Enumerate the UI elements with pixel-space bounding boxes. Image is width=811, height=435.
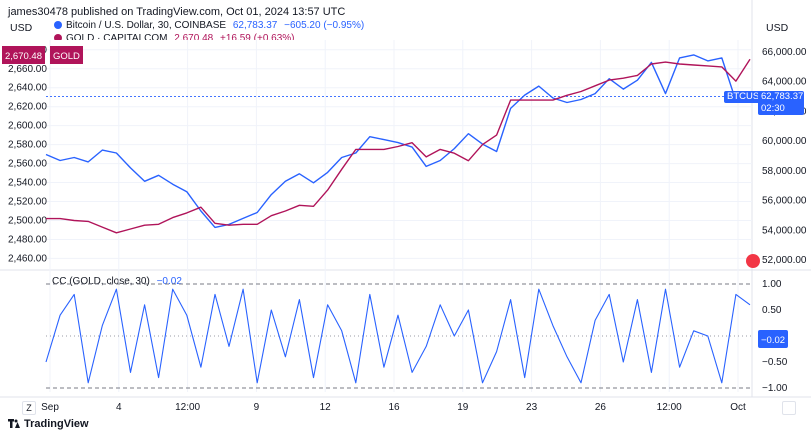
left-tick-label: 2,480.00	[8, 234, 47, 245]
tradingview-brand-text: TradingView	[24, 418, 89, 430]
time-tick-label: 12	[320, 402, 332, 413]
right-tick-label: 56,000.00	[762, 196, 807, 207]
indicator-axis-ticks: 1.00 0.50 −0.50 −1.00	[762, 279, 788, 394]
publish-header: james30478 published on TradingView.com,…	[8, 6, 346, 18]
btc-legend-price: 62,783.37	[232, 20, 278, 31]
right-tick-label: 64,000.00	[762, 77, 807, 88]
flag-icon[interactable]	[746, 254, 760, 268]
btc-tag-value: 62,783.37	[761, 91, 804, 102]
gold-legend-label: GOLD · CAPITALCOM	[66, 33, 168, 44]
left-tick-label: 2,640.00	[8, 83, 47, 94]
left-tick-label: 2,520.00	[8, 197, 47, 208]
legend-gold[interactable]: GOLD · CAPITALCOM 2,670.48 +16.59 (+0.63…	[54, 33, 295, 44]
indicator-levels	[46, 283, 752, 389]
indicator-tick-label: −0.50	[762, 357, 788, 368]
gold-legend-change: +16.59 (+0.63%)	[220, 33, 295, 44]
time-tick-label: 19	[457, 402, 469, 413]
gold-series-line	[46, 58, 751, 234]
btc-legend-dot	[54, 21, 62, 29]
right-axis-ticks: 66,000.0064,000.0062,000.0060,000.0058,0…	[762, 47, 807, 266]
left-tick-label: 2,540.00	[8, 178, 47, 189]
settings-icon[interactable]	[782, 401, 796, 415]
btc-tag-time: 02:30	[761, 103, 785, 114]
tradingview-logo-icon	[8, 419, 20, 428]
right-tick-label: 52,000.00	[762, 255, 807, 266]
time-tick-label: Sep	[41, 402, 59, 413]
time-tick-label: 4	[116, 402, 122, 413]
cc-series-line	[45, 288, 751, 384]
btcusd-series-line	[45, 54, 751, 229]
left-tick-label: 2,580.00	[8, 140, 47, 151]
btc-tag-name: BTCUSD	[727, 91, 767, 102]
indicator-legend[interactable]: CC (GOLD, close, 30) −0.02	[52, 276, 182, 287]
right-tick-label: 66,000.00	[762, 47, 807, 58]
left-tick-label: 2,620.00	[8, 102, 47, 113]
cc-value-tag: −0.02	[758, 330, 789, 348]
time-tick-label: 16	[388, 402, 400, 413]
gold-legend-dot	[54, 34, 62, 42]
time-tick-label: 9	[254, 402, 260, 413]
indicator-label: CC (GOLD, close, 30)	[52, 276, 150, 287]
indicator-value: −0.02	[156, 276, 182, 287]
gold-left-price-tag: 2,670.48	[2, 46, 45, 64]
zoom-icon[interactable]: Z	[22, 401, 36, 415]
indicator-line	[45, 288, 751, 384]
right-axis-unit[interactable]: USD	[766, 22, 789, 34]
left-tick-label: 2,600.00	[8, 121, 47, 132]
time-tick-label: 12:00	[657, 402, 682, 413]
gold-legend-price: 2,670.48	[174, 33, 214, 44]
time-tick-label: 23	[526, 402, 538, 413]
left-tick-label: 2,500.00	[8, 215, 47, 226]
time-tick-label: Oct	[730, 402, 746, 413]
indicator-tick-label: 0.50	[762, 305, 782, 316]
btc-legend-label: Bitcoin / U.S. Dollar, 30, COINBASE	[66, 20, 227, 31]
time-axis-ticks: Sep 4 12:00 9 12 16 19 23 26 12:00 Oct	[41, 402, 746, 413]
left-tick-label: 2,560.00	[8, 159, 47, 170]
btc-legend-change: −605.20 (−0.95%)	[284, 20, 365, 31]
right-tick-label: 58,000.00	[762, 166, 807, 177]
cc-tag-value: −0.02	[761, 335, 786, 346]
main-pane	[46, 40, 752, 268]
left-axis-unit: USD	[10, 22, 33, 34]
gold-left-tag-value: 2,670.48	[5, 51, 42, 62]
gold-name-tag-label: GOLD	[53, 51, 80, 62]
left-tick-label: 2,460.00	[8, 253, 47, 264]
time-tick-label: 26	[595, 402, 607, 413]
time-tick-label: 12:00	[175, 402, 200, 413]
main-grid	[46, 40, 752, 392]
series-lines	[45, 54, 751, 234]
right-tick-label: 60,000.00	[762, 136, 807, 147]
tradingview-brand[interactable]: TradingView	[8, 418, 89, 430]
indicator-tick-label: 1.00	[762, 279, 782, 290]
right-tick-label: 54,000.00	[762, 225, 807, 236]
left-tick-label: 2,660.00	[8, 64, 47, 75]
indicator-tick-label: −1.00	[762, 383, 788, 394]
legend-btc[interactable]: Bitcoin / U.S. Dollar, 30, COINBASE 62,7…	[54, 20, 364, 31]
left-axis-ticks: 2,680.002,660.002,640.002,620.002,600.00…	[8, 45, 47, 265]
gold-name-tag: GOLD	[50, 46, 83, 64]
btc-value-tag: 62,783.37 02:30	[758, 91, 804, 115]
